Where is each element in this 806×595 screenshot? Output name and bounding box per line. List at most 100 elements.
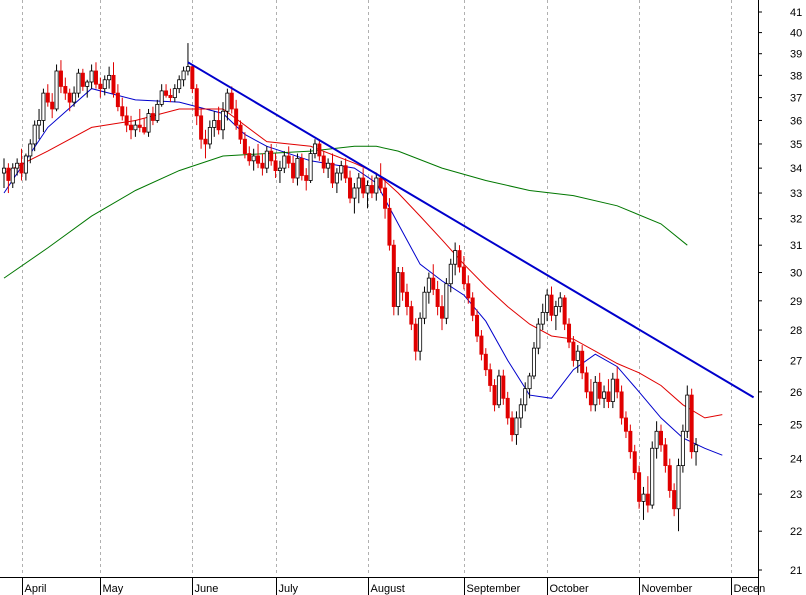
candle-body [63,86,68,94]
candle-body [672,490,677,510]
candle-body [308,153,313,181]
candle-body [527,375,532,390]
candle-body [15,162,20,169]
candle-body [396,272,401,307]
y-tick-label: 25 [790,420,802,432]
candle-body [391,244,396,307]
y-tick-label: 39 [790,49,802,61]
candle-body [501,375,506,399]
candle-body [102,79,107,90]
candle-body [588,391,593,406]
candle-body [185,66,190,72]
x-tick-label: November [642,583,693,595]
candle-body [312,143,317,154]
candle-body [98,83,103,90]
candle-body [575,350,580,361]
candle-body [339,165,344,174]
candle-body [352,187,357,199]
trendline [187,61,755,399]
x-tick-label: September [467,583,521,595]
candle-body [32,124,37,145]
candle-body [426,277,431,293]
candle-body [115,92,120,108]
candle-body [439,306,444,319]
candle-body [466,283,471,299]
candle-body [181,70,186,81]
candle-body [457,250,462,268]
y-tick-label: 41 [790,7,802,19]
candle-body [689,394,694,453]
candle-body [510,417,515,436]
y-tick-label: 23 [790,489,802,501]
candle-body [326,162,331,169]
y-tick-label: 40 [790,28,802,40]
candle-body [199,115,204,140]
y-tick-label: 26 [790,387,802,399]
candle-body [400,272,405,293]
candle-body [291,162,296,179]
candle-body [479,335,484,355]
candle-body [146,113,151,133]
candle-body [623,417,628,432]
candle-body [378,177,383,189]
y-tick-label: 38 [790,70,802,82]
candle-body [483,353,488,371]
y-tick-label: 35 [790,139,802,151]
candle-body [387,207,392,246]
candle-body [593,381,598,406]
candle-body [220,110,225,131]
y-tick-label: 22 [790,526,802,538]
candle-body [45,92,50,103]
moving-average-line [3,108,723,419]
axes [0,0,762,595]
candle-body [133,124,138,131]
candle-body [610,378,615,402]
y-tick-label: 21 [790,565,802,577]
candle-body [562,297,567,325]
candle-body [492,385,497,406]
candle-body [58,70,63,87]
candle-body [150,113,155,121]
candle-body [549,294,554,316]
candle-body [553,306,558,316]
candle-body [602,391,607,399]
candle-body [238,124,243,140]
y-tick-label: 33 [790,188,802,200]
candle-body [273,160,278,171]
y-tick-label: 31 [790,240,802,252]
candle-body [67,92,72,103]
candle-body [558,297,563,307]
candle-body [85,81,90,87]
x-tick-label: May [103,583,124,595]
candle-body [453,250,458,265]
candle-body [50,101,55,110]
candle-body [663,444,668,467]
candle-body [348,177,353,199]
candle-body [10,167,15,184]
candle-body [203,138,208,145]
candle-body [580,350,585,374]
candle-body [277,167,282,171]
candle-body [229,92,234,110]
candle-body [431,277,436,290]
candle-body [645,493,650,506]
candle-body [269,150,274,162]
candle-body [93,70,98,85]
candle-body [685,394,690,432]
y-tick-label: 30 [790,268,802,280]
candle-body [164,90,169,96]
candle-body [37,120,42,126]
candle-body [282,155,287,169]
moving-average-line [3,145,688,279]
candle-body [2,167,7,174]
candle-body [194,88,199,117]
candle-body [172,88,177,99]
y-tick-label: 27 [790,355,802,367]
candle-body [107,74,112,81]
candle-body [19,162,24,174]
candle-body [304,175,309,181]
candle-body [676,465,681,510]
candle-body [531,347,536,377]
candle-body [505,397,510,419]
